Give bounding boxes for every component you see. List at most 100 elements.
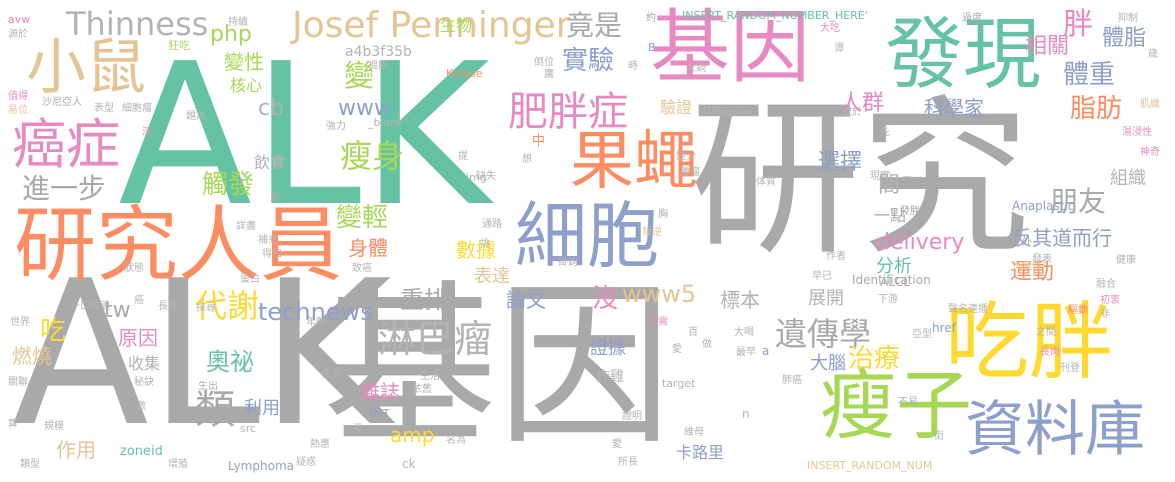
word: 叛逆	[642, 227, 662, 238]
word: 火鍋	[686, 63, 706, 74]
word: 利用	[244, 398, 280, 419]
word: 發現	[885, 10, 1042, 100]
word: 不需	[648, 317, 668, 328]
word: 作者	[826, 251, 846, 262]
word: 詳盡	[236, 221, 256, 232]
word: 大喝	[734, 327, 754, 338]
word: avw	[8, 13, 31, 26]
word: 不易	[898, 397, 918, 408]
word: 作用	[56, 438, 96, 462]
word: 刊登	[1060, 363, 1080, 374]
word: a4b3f35b	[345, 44, 412, 60]
word: 肌纖	[1140, 99, 1160, 110]
word: 靈魂	[90, 301, 110, 312]
word: 街	[934, 431, 944, 442]
word: 組織	[1110, 168, 1146, 189]
word: 易位	[8, 105, 28, 116]
word: 秘訣	[134, 377, 154, 388]
word: 狂吃	[168, 39, 190, 52]
word: 收集	[128, 354, 161, 373]
word: 瘦子	[820, 361, 972, 450]
word: 約	[646, 13, 656, 24]
word: 竟是	[566, 9, 623, 42]
word: 變少	[676, 151, 696, 162]
word: 時	[628, 61, 638, 72]
word: 深	[142, 127, 152, 138]
word: 蛋糕	[902, 177, 922, 188]
word: 抑制	[1118, 13, 1138, 24]
word: IMT	[370, 407, 390, 420]
word: 發胖	[900, 206, 920, 217]
word: 世界	[10, 317, 30, 328]
word: 奧祕	[206, 348, 254, 376]
word: Thinness	[66, 5, 209, 43]
word: 表型	[94, 103, 114, 114]
word: cb	[258, 96, 285, 121]
word: ALCL	[880, 275, 910, 289]
word: 濕浸性	[1122, 127, 1152, 138]
word: 研究所	[722, 107, 752, 118]
word: 愛	[672, 344, 682, 355]
word: 類型	[20, 459, 40, 470]
word: 變性	[224, 50, 264, 74]
word: 關聯	[8, 377, 28, 388]
word: 吃胖	[945, 293, 1114, 391]
word: 淋巴瘤	[378, 317, 493, 361]
word: 通路	[482, 219, 502, 230]
word: 雜誌	[360, 380, 400, 404]
word: 反其道而行	[1012, 226, 1112, 250]
word: 谭	[834, 43, 844, 54]
word: 脂肪	[1070, 94, 1123, 124]
word: 變輕	[336, 203, 389, 233]
word: 最早	[736, 347, 756, 358]
word: 肺癌	[782, 375, 802, 386]
word: 大腦	[810, 353, 846, 374]
word: 生命	[322, 369, 342, 380]
word: 身體	[348, 236, 388, 260]
word: 朋友	[1050, 185, 1107, 218]
word: 百	[688, 327, 698, 338]
word: 亞型	[912, 329, 932, 340]
word: 下游	[878, 294, 898, 305]
word: B	[648, 41, 656, 54]
word: 論文	[506, 288, 546, 312]
word: Lymphoma	[228, 459, 294, 473]
word: 大吃	[820, 23, 840, 34]
word: Anaplastic	[1012, 199, 1075, 213]
word: 所長	[618, 457, 638, 468]
word: 狀態	[124, 263, 144, 274]
word: 治療	[848, 344, 901, 374]
word: 癌症	[12, 113, 120, 176]
word: 胸	[658, 209, 668, 220]
word: target	[662, 377, 696, 390]
word: 愛	[612, 439, 622, 450]
word: 胖	[1063, 7, 1093, 42]
word: 初衷	[1100, 295, 1120, 306]
word: www5	[622, 280, 697, 308]
word: 觸發	[202, 170, 255, 200]
word: 中	[532, 134, 546, 149]
word: 細胞瘤	[122, 103, 152, 114]
word: 間	[878, 173, 901, 198]
word: 之外	[1012, 237, 1032, 248]
word: 年齡	[306, 317, 326, 328]
word: 體重	[1063, 60, 1116, 90]
word: 卡路里	[676, 443, 725, 462]
word: 源於	[8, 29, 28, 40]
word: 重排	[400, 286, 448, 314]
word: 名為	[446, 435, 466, 446]
word: 非	[1100, 309, 1110, 320]
word: 揭開	[368, 61, 388, 72]
word: INSERT_RANDOM_NUMBER_HERE'	[682, 9, 868, 22]
word: zoneid	[120, 444, 163, 459]
word: 選擇	[818, 150, 863, 175]
word: 標本	[720, 288, 760, 312]
word: 体質	[756, 177, 776, 188]
word: 生物	[440, 16, 473, 35]
word: 果蠅	[570, 125, 698, 199]
word: 生出	[198, 381, 218, 392]
word: 現實	[870, 171, 890, 182]
word: 維母	[684, 427, 704, 438]
word: 持續	[228, 17, 248, 28]
